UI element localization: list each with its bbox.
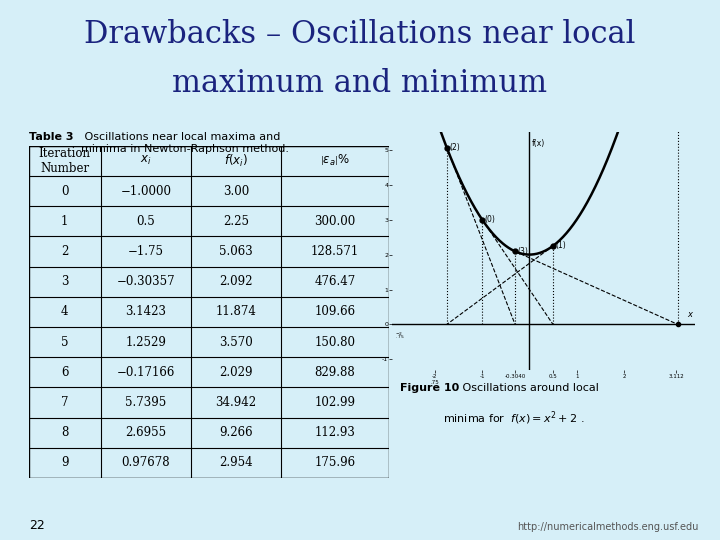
Text: 7: 7 [61, 396, 68, 409]
Text: 11.874: 11.874 [215, 305, 256, 319]
Text: Table 3: Table 3 [29, 132, 73, 143]
Text: http://numericalmethods.eng.usf.edu: http://numericalmethods.eng.usf.edu [517, 522, 698, 532]
Text: 2.092: 2.092 [219, 275, 253, 288]
Text: x: x [688, 310, 693, 319]
Text: 6: 6 [61, 366, 68, 379]
Text: 5: 5 [61, 335, 68, 348]
Text: $f\left(x_i\right)$: $f\left(x_i\right)$ [224, 153, 248, 169]
Text: 1: 1 [61, 215, 68, 228]
Text: (0): (0) [485, 215, 495, 224]
Text: minima for  $f(x)=x^2+2$ .: minima for $f(x)=x^2+2$ . [443, 409, 584, 427]
Text: 8: 8 [61, 426, 68, 439]
Text: 0.97678: 0.97678 [122, 456, 170, 469]
Text: Drawbacks – Oscillations near local: Drawbacks – Oscillations near local [84, 19, 636, 50]
Text: 829.88: 829.88 [315, 366, 355, 379]
Text: 3.570: 3.570 [219, 335, 253, 348]
Text: 2.954: 2.954 [219, 456, 253, 469]
Text: 2.029: 2.029 [219, 366, 253, 379]
Text: 9.266: 9.266 [219, 426, 253, 439]
Text: 9: 9 [61, 456, 68, 469]
Text: (2): (2) [449, 143, 460, 152]
Text: 3.1423: 3.1423 [125, 305, 166, 319]
Text: (1): (1) [555, 241, 566, 251]
Text: 4: 4 [61, 305, 68, 319]
Text: 5.063: 5.063 [219, 245, 253, 258]
Text: $^{-2}_{.75}$: $^{-2}_{.75}$ [395, 330, 404, 341]
Text: 3: 3 [61, 275, 68, 288]
Text: Figure 10: Figure 10 [400, 383, 459, 394]
Text: 112.93: 112.93 [315, 426, 355, 439]
Text: maximum and minimum: maximum and minimum [172, 68, 548, 98]
Text: $x_i$: $x_i$ [140, 154, 151, 167]
Text: 175.96: 175.96 [314, 456, 356, 469]
Text: 2.6955: 2.6955 [125, 426, 166, 439]
Text: 34.942: 34.942 [215, 396, 256, 409]
Text: 0: 0 [61, 185, 68, 198]
Text: 109.66: 109.66 [314, 305, 356, 319]
Text: Oscillations near local maxima and
mimima in Newton-Raphson method.: Oscillations near local maxima and mimim… [81, 132, 289, 154]
Text: $\left|\epsilon_a\right|\%$: $\left|\epsilon_a\right|\%$ [320, 153, 350, 168]
Text: −0.30357: −0.30357 [117, 275, 175, 288]
Text: 0.5: 0.5 [136, 215, 156, 228]
Text: f(x): f(x) [532, 139, 545, 148]
Text: −0.17166: −0.17166 [117, 366, 175, 379]
Text: 300.00: 300.00 [314, 215, 356, 228]
Text: 1.2529: 1.2529 [125, 335, 166, 348]
Text: 476.47: 476.47 [314, 275, 356, 288]
Text: 2.25: 2.25 [222, 215, 249, 228]
Text: 150.80: 150.80 [315, 335, 355, 348]
Text: −1.0000: −1.0000 [120, 185, 171, 198]
Text: 22: 22 [29, 519, 45, 532]
Text: Iteration
Number: Iteration Number [39, 147, 91, 175]
Text: 102.99: 102.99 [315, 396, 355, 409]
Text: 128.571: 128.571 [310, 245, 359, 258]
Text: 3.00: 3.00 [222, 185, 249, 198]
Text: 2: 2 [61, 245, 68, 258]
Text: (3): (3) [518, 247, 528, 256]
Text: 5.7395: 5.7395 [125, 396, 166, 409]
Text: −1.75: −1.75 [128, 245, 164, 258]
Text: Oscillations around local: Oscillations around local [459, 383, 598, 394]
